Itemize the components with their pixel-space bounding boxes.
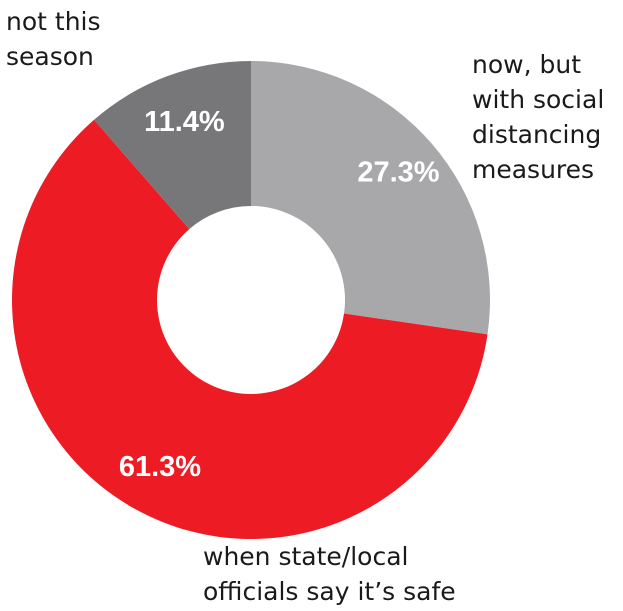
slice-when-officials-say-safe [12,119,488,539]
slice-now-with-distancing [251,61,490,335]
pct-label-not-this-season: 11.4% [144,106,225,138]
label-when-officials-say-safe: when state/local officials say it’s safe [203,542,456,606]
donut-slices [12,60,490,539]
slice-not-this-season [94,60,251,230]
pct-label-now-with-distancing: 27.3% [357,156,439,188]
label-now-with-distancing: now, but with social distancing measures [472,50,612,184]
pct-label-when-officials-say-safe: 61.3% [119,451,201,483]
label-not-this-season: not this season [6,7,108,71]
percent-labels: 27.3% 61.3% 11.4% [119,106,440,483]
